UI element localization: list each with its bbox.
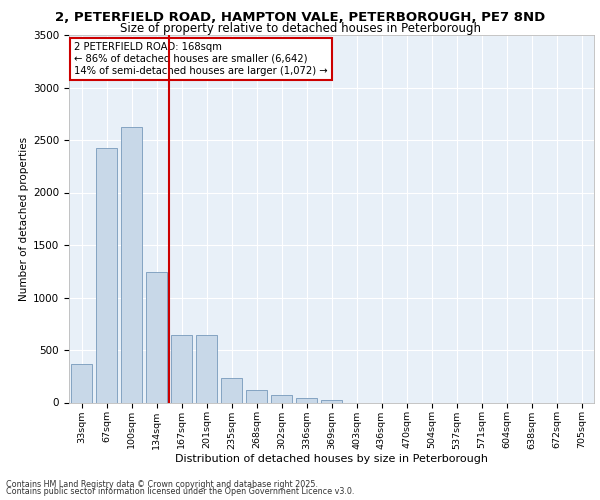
Bar	[271, 395, 292, 402]
Text: Size of property relative to detached houses in Peterborough: Size of property relative to detached ho…	[119, 22, 481, 35]
Text: Contains public sector information licensed under the Open Government Licence v3: Contains public sector information licen…	[6, 487, 355, 496]
Bar	[171, 336, 192, 402]
Bar	[296, 398, 317, 402]
Text: 2, PETERFIELD ROAD, HAMPTON VALE, PETERBOROUGH, PE7 8ND: 2, PETERFIELD ROAD, HAMPTON VALE, PETERB…	[55, 11, 545, 24]
Bar	[71, 364, 92, 403]
Bar	[196, 336, 217, 402]
Bar	[96, 148, 117, 402]
Bar	[321, 400, 342, 402]
Text: 2 PETERFIELD ROAD: 168sqm
← 86% of detached houses are smaller (6,642)
14% of se: 2 PETERFIELD ROAD: 168sqm ← 86% of detac…	[74, 42, 328, 76]
Bar	[221, 378, 242, 402]
Text: Contains HM Land Registry data © Crown copyright and database right 2025.: Contains HM Land Registry data © Crown c…	[6, 480, 318, 489]
Bar	[146, 272, 167, 402]
Bar	[121, 128, 142, 402]
X-axis label: Distribution of detached houses by size in Peterborough: Distribution of detached houses by size …	[175, 454, 488, 464]
Y-axis label: Number of detached properties: Number of detached properties	[19, 136, 29, 301]
Bar	[246, 390, 267, 402]
